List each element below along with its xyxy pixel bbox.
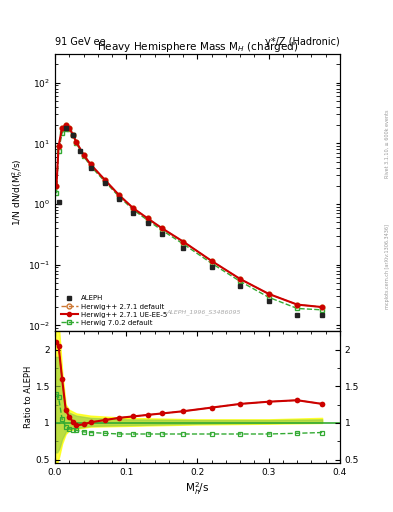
- Herwig 7.0.2 default: [54, 190, 59, 197]
- Herwig++ 2.7.1 UE-EE-5: [60, 125, 64, 131]
- Herwig++ 2.7.1 default: [54, 183, 59, 189]
- Herwig++ 2.7.1 UE-EE-5: [88, 161, 93, 167]
- Herwig++ 2.7.1 default: [131, 205, 136, 211]
- Herwig++ 2.7.1 default: [145, 216, 150, 222]
- ALEPH: [266, 298, 271, 304]
- ALEPH: [70, 132, 75, 138]
- Herwig 7.0.2 default: [70, 133, 75, 139]
- Herwig 7.0.2 default: [56, 148, 61, 154]
- Herwig++ 2.7.1 UE-EE-5: [81, 152, 86, 158]
- Herwig 7.0.2 default: [74, 140, 79, 146]
- ALEPH: [103, 180, 107, 186]
- ALEPH: [56, 199, 61, 205]
- X-axis label: M$^2_h$/s: M$^2_h$/s: [185, 480, 210, 497]
- Text: Rivet 3.1.10, ≥ 600k events: Rivet 3.1.10, ≥ 600k events: [385, 109, 390, 178]
- Herwig 7.0.2 default: [81, 153, 86, 159]
- ALEPH: [63, 125, 68, 131]
- Herwig 7.0.2 default: [266, 294, 271, 301]
- ALEPH: [117, 196, 121, 202]
- Herwig++ 2.7.1 default: [74, 139, 79, 145]
- Herwig++ 2.7.1 default: [209, 258, 214, 264]
- Legend: ALEPH, Herwig++ 2.7.1 default, Herwig++ 2.7.1 UE-EE-5, Herwig 7.0.2 default: ALEPH, Herwig++ 2.7.1 default, Herwig++ …: [59, 293, 170, 328]
- Herwig++ 2.7.1 UE-EE-5: [181, 239, 185, 245]
- ALEPH: [131, 209, 136, 216]
- Herwig 7.0.2 default: [238, 279, 242, 285]
- Herwig 7.0.2 default: [103, 179, 107, 185]
- Herwig 7.0.2 default: [209, 260, 214, 266]
- Herwig++ 2.7.1 default: [295, 302, 299, 308]
- Herwig 7.0.2 default: [295, 305, 299, 311]
- Herwig 7.0.2 default: [181, 241, 185, 247]
- Herwig++ 2.7.1 UE-EE-5: [145, 216, 150, 222]
- Herwig++ 2.7.1 UE-EE-5: [63, 122, 68, 128]
- Text: γ*/Z (Hadronic): γ*/Z (Hadronic): [265, 37, 340, 47]
- Herwig++ 2.7.1 UE-EE-5: [209, 258, 214, 264]
- Herwig++ 2.7.1 UE-EE-5: [131, 205, 136, 211]
- Herwig++ 2.7.1 default: [70, 132, 75, 138]
- Herwig++ 2.7.1 UE-EE-5: [117, 192, 121, 198]
- Herwig 7.0.2 default: [88, 163, 93, 169]
- Herwig++ 2.7.1 UE-EE-5: [74, 139, 79, 145]
- ALEPH: [145, 220, 150, 226]
- Text: 91 GeV ee: 91 GeV ee: [55, 37, 106, 47]
- Herwig++ 2.7.1 default: [67, 125, 72, 131]
- Herwig++ 2.7.1 default: [320, 304, 325, 310]
- Herwig++ 2.7.1 default: [56, 143, 61, 149]
- Herwig++ 2.7.1 UE-EE-5: [295, 302, 299, 308]
- Herwig++ 2.7.1 default: [81, 152, 86, 158]
- Herwig 7.0.2 default: [131, 207, 136, 213]
- Herwig++ 2.7.1 default: [63, 122, 68, 128]
- Herwig++ 2.7.1 UE-EE-5: [238, 276, 242, 282]
- Y-axis label: Ratio to ALEPH: Ratio to ALEPH: [24, 366, 33, 429]
- Herwig 7.0.2 default: [145, 217, 150, 223]
- Herwig 7.0.2 default: [60, 130, 64, 136]
- Herwig++ 2.7.1 default: [181, 239, 185, 245]
- Herwig++ 2.7.1 default: [160, 225, 164, 231]
- ALEPH: [181, 245, 185, 251]
- Title: Heavy Hemisphere Mass M$_H$ (charged): Heavy Hemisphere Mass M$_H$ (charged): [97, 39, 298, 54]
- Line: Herwig++ 2.7.1 UE-EE-5: Herwig++ 2.7.1 UE-EE-5: [54, 123, 324, 309]
- Herwig++ 2.7.1 default: [238, 276, 242, 282]
- Herwig 7.0.2 default: [117, 194, 121, 200]
- Herwig 7.0.2 default: [67, 126, 72, 133]
- Herwig++ 2.7.1 default: [88, 161, 93, 167]
- Line: Herwig 7.0.2 default: Herwig 7.0.2 default: [54, 126, 325, 312]
- Line: ALEPH: ALEPH: [56, 125, 325, 317]
- Herwig++ 2.7.1 UE-EE-5: [103, 177, 107, 183]
- Herwig++ 2.7.1 UE-EE-5: [67, 125, 72, 131]
- ALEPH: [295, 312, 299, 318]
- Text: ALEPH_1996_S3486095: ALEPH_1996_S3486095: [166, 309, 241, 314]
- Herwig++ 2.7.1 UE-EE-5: [54, 183, 59, 189]
- ALEPH: [160, 231, 164, 237]
- Line: Herwig++ 2.7.1 default: Herwig++ 2.7.1 default: [54, 123, 325, 310]
- Herwig 7.0.2 default: [63, 125, 68, 132]
- Text: mcplots.cern.ch [arXiv:1306.3436]: mcplots.cern.ch [arXiv:1306.3436]: [385, 224, 390, 309]
- Herwig++ 2.7.1 UE-EE-5: [70, 132, 75, 138]
- Herwig++ 2.7.1 UE-EE-5: [160, 225, 164, 231]
- ALEPH: [77, 148, 82, 154]
- Herwig 7.0.2 default: [160, 227, 164, 233]
- ALEPH: [320, 312, 325, 318]
- Y-axis label: 1/N dN/d(M$^2_h$/s): 1/N dN/d(M$^2_h$/s): [10, 159, 25, 226]
- Herwig++ 2.7.1 UE-EE-5: [266, 291, 271, 297]
- Herwig++ 2.7.1 UE-EE-5: [320, 304, 325, 310]
- Herwig++ 2.7.1 default: [103, 177, 107, 183]
- Herwig++ 2.7.1 default: [266, 291, 271, 297]
- Herwig++ 2.7.1 default: [117, 192, 121, 198]
- Herwig++ 2.7.1 UE-EE-5: [56, 143, 61, 149]
- Herwig++ 2.7.1 default: [60, 125, 64, 131]
- ALEPH: [88, 164, 93, 170]
- ALEPH: [209, 264, 214, 270]
- ALEPH: [238, 283, 242, 289]
- Herwig 7.0.2 default: [320, 307, 325, 313]
